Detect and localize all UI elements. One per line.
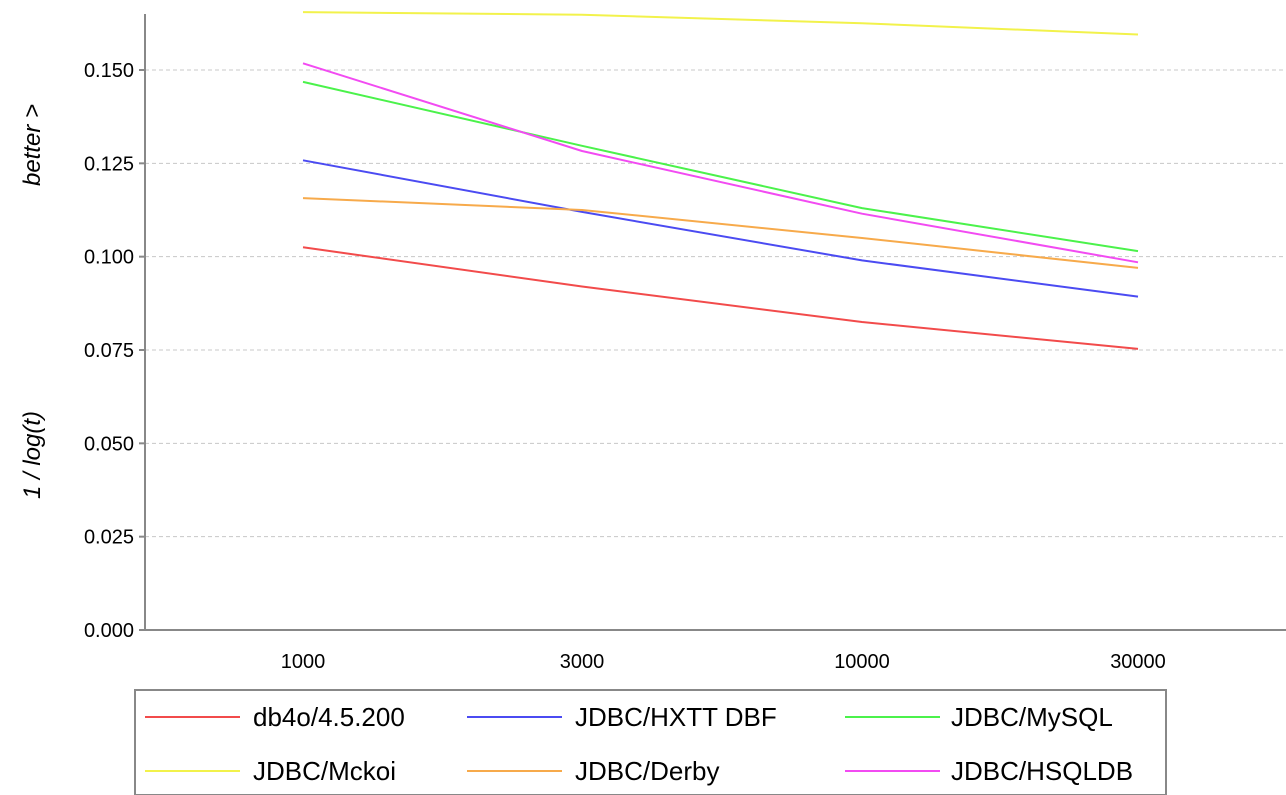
y-tick-label: 0.050 [84, 433, 134, 455]
x-tick-label: 30000 [1110, 651, 1166, 673]
series-lines [302, 11, 1139, 350]
series-line-3 [302, 11, 1139, 36]
legend-label-5: JDBC/HSQLDB [951, 756, 1133, 786]
series-line-2 [302, 80, 1139, 253]
x-tick-label: 3000 [560, 651, 605, 673]
y-tick-label: 0.025 [84, 527, 134, 549]
legend-label-2: JDBC/MySQL [951, 702, 1113, 732]
y-axis-title-better: better > [19, 104, 46, 186]
y-tick-label: 0.075 [84, 340, 134, 362]
y-tick-label: 0.000 [84, 620, 134, 642]
series-line-4 [302, 197, 1139, 269]
x-tick-label: 10000 [834, 651, 890, 673]
legend-label-0: db4o/4.5.200 [253, 702, 405, 732]
x-tick-label: 1000 [281, 651, 326, 673]
y-tick-label: 0.150 [84, 60, 134, 82]
axes [144, 14, 1286, 631]
y-tick-labels: 0.000 0.025 0.050 0.075 0.100 0.125 0.150 [84, 60, 145, 642]
legend-box [134, 689, 1167, 795]
legend-label-1: JDBC/HXTT DBF [575, 702, 777, 732]
y-axis-title: 1 / log(t) better > [19, 104, 46, 499]
legend-label-4: JDBC/Derby [575, 756, 719, 786]
series-line-0 [302, 246, 1139, 350]
legend-label-3: JDBC/Mckoi [253, 756, 396, 786]
x-tick-labels: 1000 3000 10000 30000 [281, 651, 1166, 673]
y-tick-label: 0.100 [84, 247, 134, 269]
y-tick-label: 0.125 [84, 153, 134, 175]
y-axis-title-main: 1 / log(t) [19, 411, 46, 499]
gridlines [145, 69, 1286, 538]
series-line-5 [302, 62, 1139, 264]
legend: db4o/4.5.200 JDBC/HXTT DBF JDBC/MySQL JDBC/… [134, 689, 1167, 795]
series-line-1 [302, 159, 1139, 298]
